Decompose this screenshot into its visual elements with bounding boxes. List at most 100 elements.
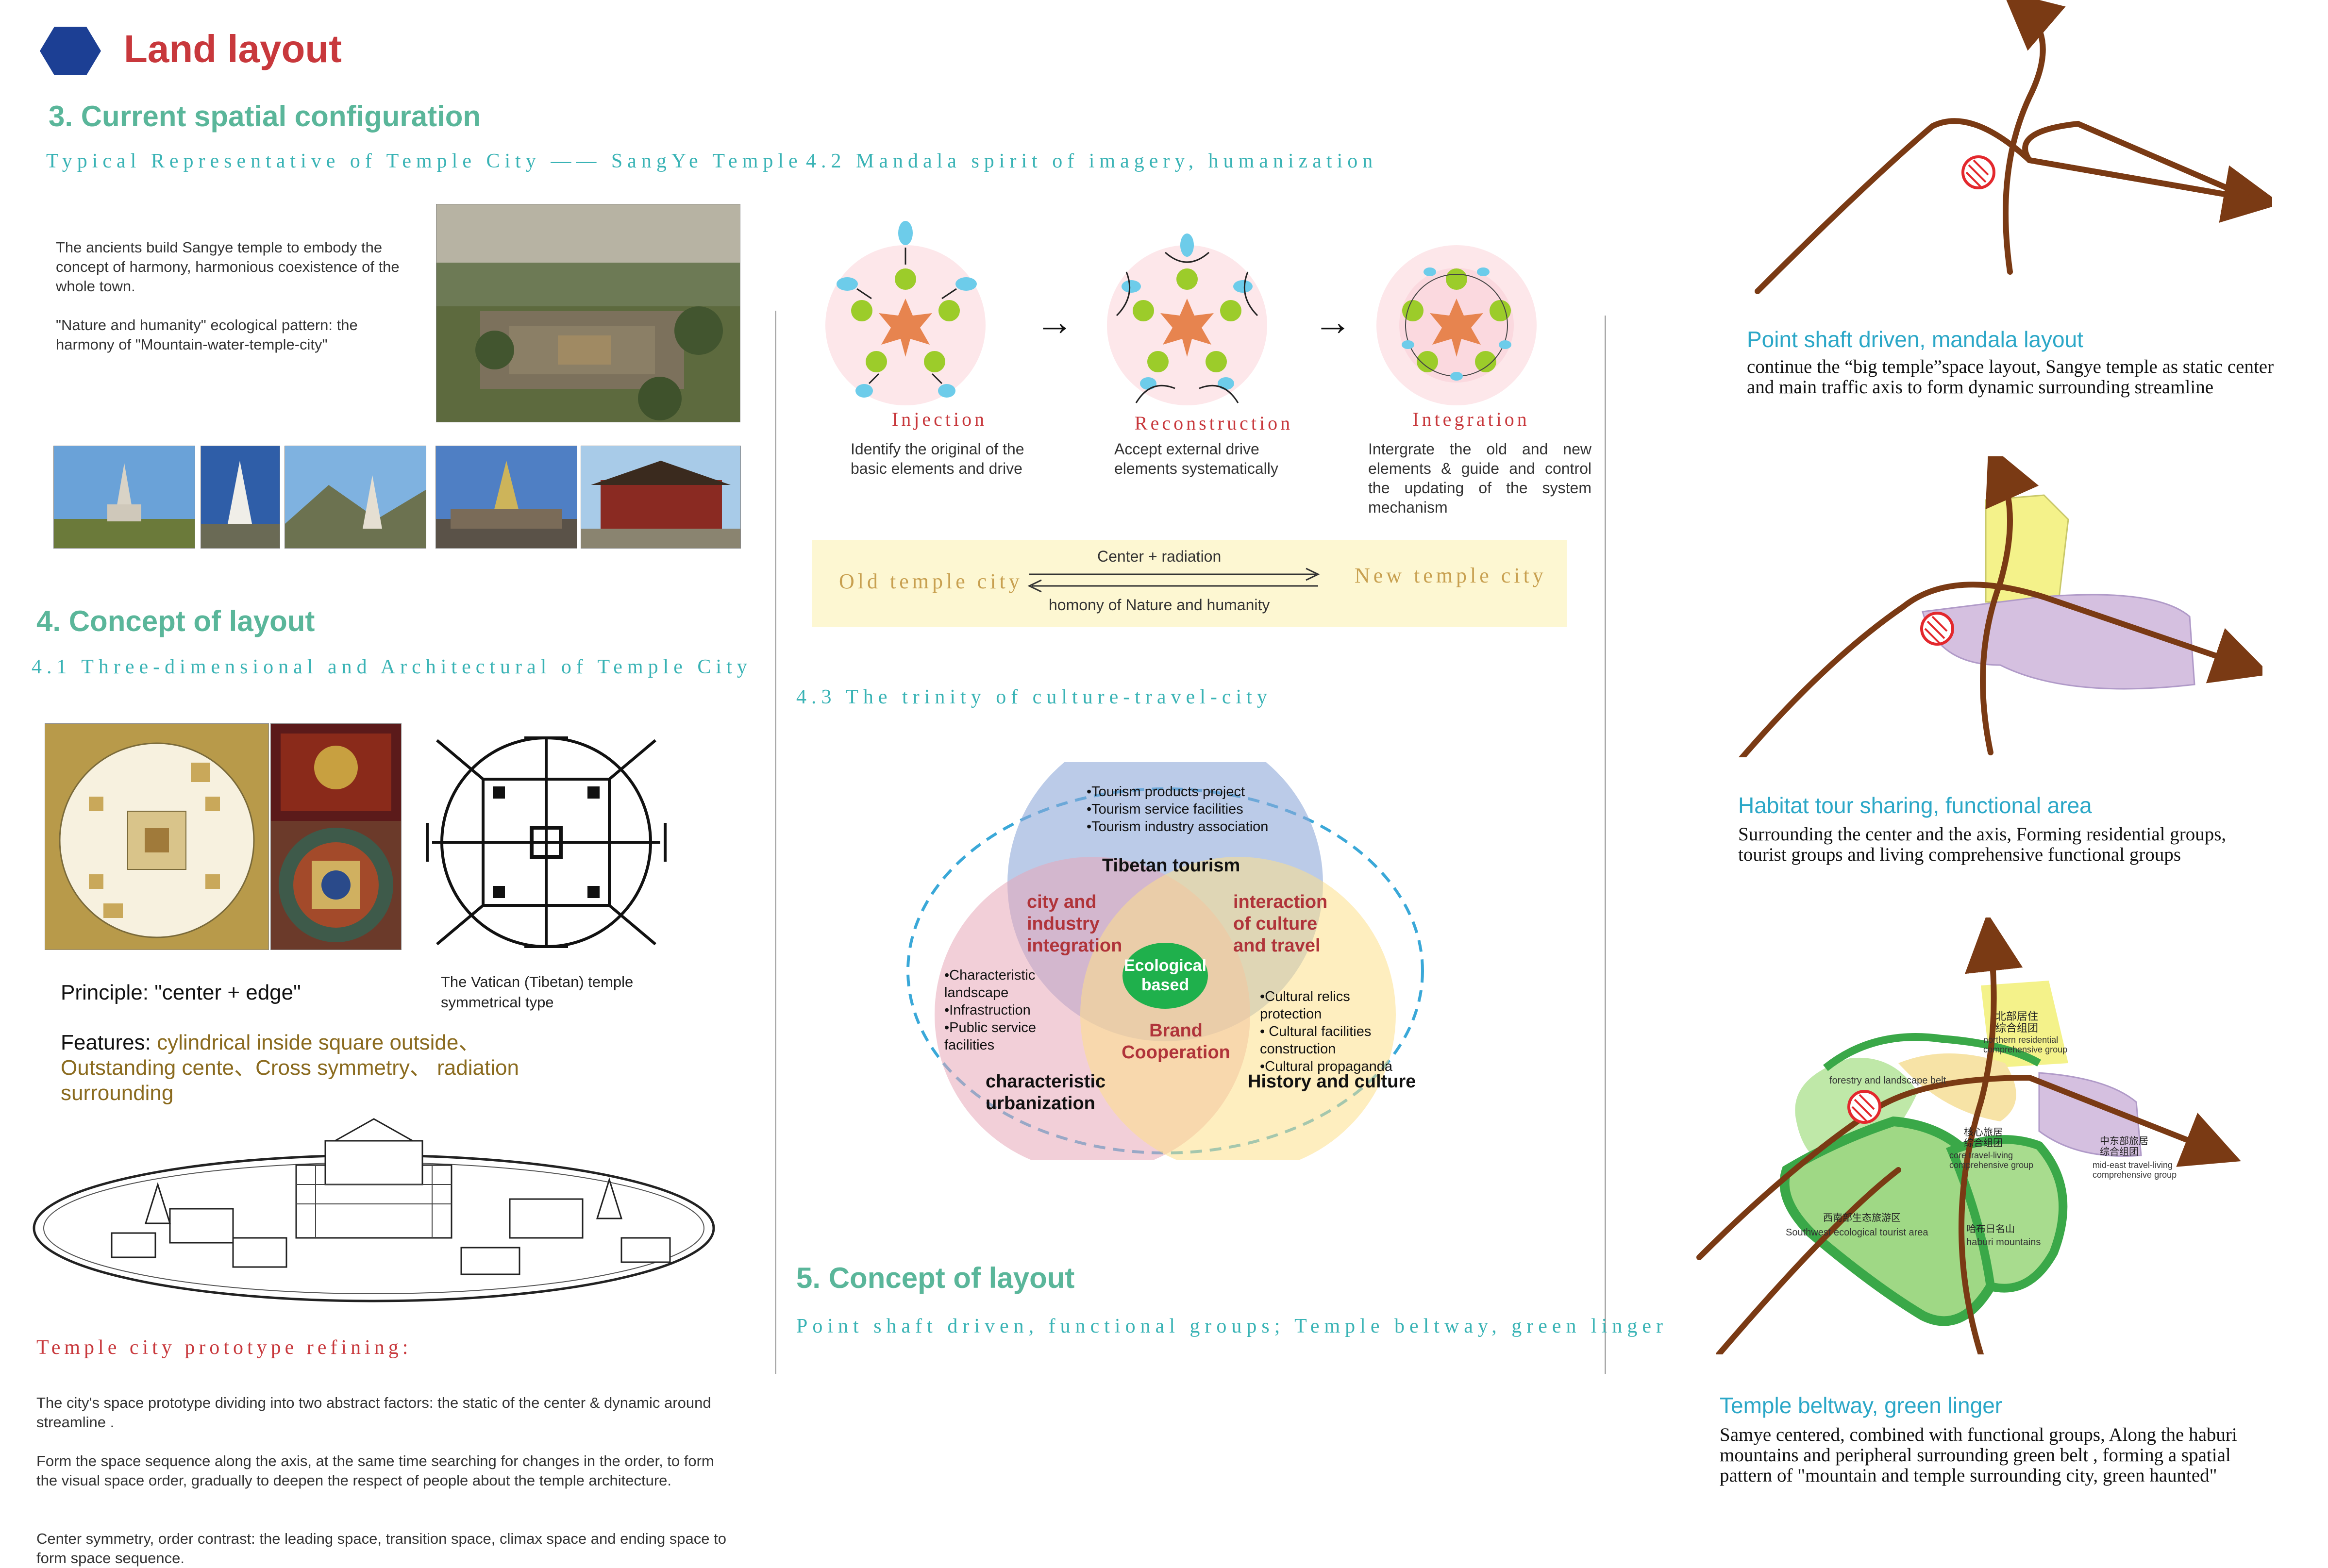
tibetan-tourism-label: Tibetan tourism [1102,855,1240,876]
culture-list-5: •Cultural propaganda [1260,1059,1393,1074]
panel1-title: Point shaft driven, mandala layout [1747,327,2083,352]
double-arrow [1027,567,1320,593]
brand-1: Brand [1149,1020,1203,1041]
map-label-mideast-cn: 中东部旅居 综合组团 [2100,1136,2148,1157]
map-label-haburi-en: haburi mountains [1966,1237,2041,1248]
section3-heading: 3. Current spatial configuration [49,100,481,133]
char-urban-2: urbanization [986,1093,1095,1114]
page-title: Land layout [124,27,342,70]
prototype-para3: Center symmetry, order contrast: the lea… [36,1530,726,1567]
history-culture-label: History and culture [1248,1071,1416,1092]
homony-label: homony of Nature and humanity [1049,596,1270,614]
temple-photo-4 [435,446,577,549]
hexagon-icon [40,27,101,75]
stupa-photo-3 [285,446,426,549]
section3-subtitle: Typical Representative of Temple City ——… [46,150,803,172]
section3-para1: The ancients build Sangye temple to embo… [56,239,400,295]
ecological-2: based [1141,976,1189,994]
interaction-3: and travel [1233,935,1321,956]
old-city-label: Old temple city [839,569,1023,593]
urban-list-2: landscape [944,985,1008,1001]
panel3-title: Temple beltway, green linger [1720,1393,2003,1418]
brand-2: Cooperation [1122,1042,1230,1063]
ecological-1: Ecological [1124,956,1206,975]
center-radiation-label: Center + radiation [1097,548,1222,565]
culture-list-2: protection [1260,1006,1322,1022]
injection-mandala [825,221,986,405]
step-desc-injection: Identify the original of the basic eleme… [851,440,1024,477]
stupa-photo-2 [201,446,280,549]
prototype-para1: The city's space prototype dividing into… [36,1394,711,1431]
prototype-heading: Temple city prototype refining: [36,1336,412,1359]
section4-subtitle: 4.1 Three-dimensional and Architectural … [32,656,752,678]
map-label-southwest-cn: 西南部生态旅游区 [1823,1213,1901,1223]
section4-heading: 4. Concept of layout [36,605,315,637]
map-label-mideast-en: mid-east travel-living comprehensive gro… [2093,1160,2177,1180]
culture-list-1: •Cultural relics [1260,989,1350,1004]
trinity-venn-diagram: •Tourism products project •Tourism servi… [906,762,1424,1160]
step-label-reconstruction: Reconstruction [1134,412,1293,434]
culture-list-4: construction [1260,1041,1336,1057]
step-label-injection: Injection [891,408,988,430]
char-urban-1: characteristic [986,1071,1105,1092]
city-industry-3: integration [1027,935,1122,956]
map-label-north-cn: 北部居住 综合组团 [1995,1010,2039,1034]
step-desc-reconstruction: Accept external drive elements systemati… [1114,440,1278,477]
interaction-1: interaction [1233,892,1327,912]
divider-left [775,311,776,1374]
step-label-integration: Integration [1412,408,1530,430]
city-industry-1: city and [1027,892,1097,912]
vatican-caption: The Vatican (Tibetan) temple symmetrical… [441,973,634,1011]
urban-list-3: •Infrastruction [944,1002,1031,1018]
panel2-title: Habitat tour sharing, functional area [1738,793,2092,818]
section3-para2: "Nature and humanity" ecological pattern… [56,317,358,353]
urban-list-5: facilities [944,1037,994,1053]
urban-list-1: •Characteristic [944,967,1035,983]
culture-list-3: • Cultural facilities [1260,1024,1371,1039]
map-temple-beltway [1696,917,2241,1354]
map-label-north-en: northern residential comprehensive group [1983,1035,2068,1054]
mandala-process-diagram: → → [825,221,1537,405]
panel2-body: Surrounding the center and the axis, For… [1738,824,2227,865]
culture-circle [1080,857,1396,1160]
features-block: Features: cylindrical inside square outs… [61,1030,595,1106]
map-label-southwest-en: Southwest ecological tourist area [1786,1227,1928,1238]
step-desc-integration: Intergrate the old and new elements & gu… [1368,440,1591,516]
mandala-thangka-image [270,723,402,950]
ecological-core [1122,943,1208,1009]
temple-city-panorama-sketch [33,1118,715,1302]
map-label-haburi-cn: 哈布日名山 [1966,1224,2015,1234]
features-text: cylindrical inside square outside、 Outst… [61,1031,519,1105]
temple-photo-5 [581,446,741,549]
urban-list-4: •Public service [944,1020,1036,1035]
process-arrow-1: → [1035,300,1074,343]
section5-subtitle: Point shaft driven, functional groups; T… [796,1315,1668,1337]
features-label: Features: [61,1031,151,1054]
tourism-list-3: •Tourism industry association [1087,819,1268,834]
principle-text: Principle: "center + edge" [61,981,301,1004]
vatican-sketch [426,736,667,948]
prototype-para2: Form the space sequence along the axis, … [36,1452,714,1489]
section42-subtitle: 4.2 Mandala spirit of imagery, humanizat… [806,150,1378,172]
section43-subtitle: 4.3 The trinity of culture-travel-city [796,686,1272,708]
old-new-city-box [812,540,1567,627]
city-industry-2: industry [1027,914,1100,934]
map-label-core-en: core travel-living comprehensive group [1949,1151,2034,1170]
process-arrow-2: → [1313,300,1352,343]
map-functional-area [1738,456,2262,757]
new-city-label: New temple city [1355,564,1547,587]
reconstruction-mandala [1107,234,1267,405]
section5-heading: 5. Concept of layout [796,1262,1075,1294]
map-point-shaft [1755,0,2272,294]
sangye-aerial-photo [436,204,740,422]
panel1-body: continue the “big temple”space layout, S… [1747,356,2274,398]
tourism-list-2: •Tourism service facilities [1087,801,1243,817]
map-label-core-cn: 核心旅居 综合组团 [1964,1127,2003,1149]
sangye-site-plan [45,723,269,950]
interaction-2: of culture [1233,914,1317,934]
divider-right [1605,316,1606,1374]
panel3-body: Samye centered, combined with functional… [1720,1424,2237,1486]
stupa-photo-1 [53,446,195,549]
tourism-list-1: •Tourism products project [1087,784,1245,800]
integration-mandala [1376,245,1537,405]
